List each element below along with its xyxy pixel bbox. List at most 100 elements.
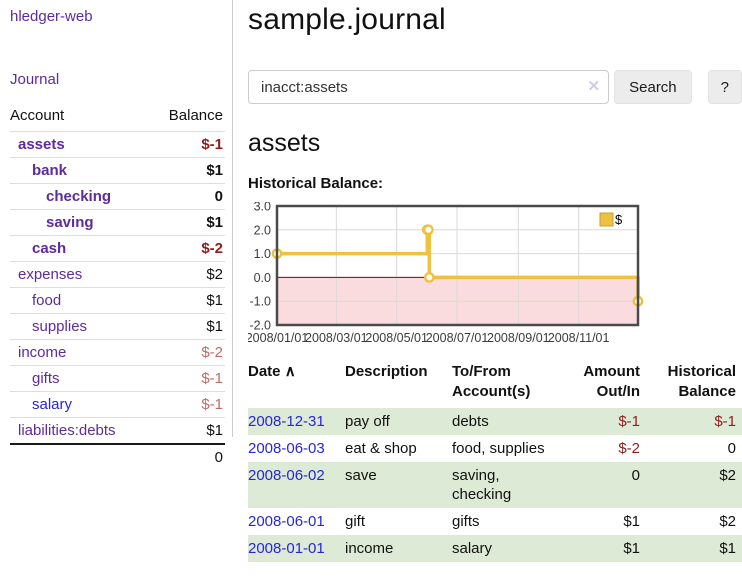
register-accounts-cell: gifts [452,513,480,530]
account-balance: $1 [151,157,225,184]
register-col-description: Description [345,363,428,380]
account-row: expenses $2 [10,261,225,288]
data-point-marker [422,224,434,236]
transaction-date-link[interactable]: 2008-06-03 [248,440,325,457]
transaction-date-link[interactable]: 2008-01-01 [248,540,325,557]
account-balance: $-1 [151,365,225,392]
accounts-header-row: Account Balance [10,104,225,132]
account-link-salary[interactable]: salary [32,396,73,413]
account-name-cell: salary [10,391,152,418]
account-link-income[interactable]: income [18,344,67,361]
transaction-date-link[interactable]: 2008-12-31 [248,413,325,430]
register-col-accounts-line1: To/From [452,363,511,380]
x-tick-label: 2008/03/01 [305,331,368,345]
account-link-bank[interactable]: bank [32,162,68,179]
register-description-cell: income [345,540,394,557]
account-heading: assets [248,129,321,157]
main-content: sample.journal ✕ Search ? assets Histori… [246,0,742,562]
account-row: liabilities:debts $1 [10,417,225,444]
register-accounts-cell: saving, checking [452,467,512,503]
account-name-cell: checking [10,183,152,210]
y-tick-label: 0.0 [254,271,271,285]
register-amount-cell: $-1 [618,413,640,430]
account-link-gifts[interactable]: gifts [32,370,60,387]
account-link-assets[interactable]: assets [18,136,65,153]
account-link-checking[interactable]: checking [46,188,112,205]
clear-search-icon[interactable]: ✕ [587,78,601,95]
register-date-cell: 2008-06-02 [248,462,345,508]
register-balance-cell: $2 [719,513,736,530]
account-row: assets $-1 [10,131,225,158]
app-brand-link[interactable]: hledger-web [10,8,93,25]
register-col-date[interactable]: Date ∧ [248,360,345,408]
account-link-saving[interactable]: saving [46,214,94,231]
account-balance: $-1 [151,131,225,158]
account-name-cell: cash [10,235,152,262]
register-date-cell: 2008-06-03 [248,435,345,462]
sort-ascending-icon: ∧ [284,363,296,380]
account-balance: $1 [151,417,225,444]
accounts-total-row: 0 [10,443,225,470]
accounts-col-balance: Balance [168,107,223,124]
register-accounts-cell: debts [452,413,489,430]
register-balance-cell: $2 [719,467,736,484]
search-input[interactable] [248,70,610,104]
register-description-cell: pay off [345,413,390,430]
register-date-cell: 2008-06-01 [248,508,345,535]
account-balance: $1 [151,209,225,236]
legend-swatch [599,212,614,227]
register-row: 2008-01-01 income salary $1 $1 [248,535,742,562]
search-bar: ✕ Search ? [248,70,742,104]
y-tick-label: 1.0 [254,247,271,261]
register-date-cell: 2008-01-01 [248,535,345,562]
transaction-date-link[interactable]: 2008-06-02 [248,467,325,484]
account-name-cell: bank [10,157,152,184]
account-row: supplies $1 [10,313,225,340]
account-name-cell: saving [10,209,152,236]
register-col-amount: Amount Out/In [564,360,642,408]
register-row: 2008-06-02 save saving, checking 0 $2 [248,462,742,508]
account-balance: $-1 [151,391,225,418]
historical-balance-chart: $3.0 2.0 1.0 0.0 -1.0 -2.0 2008/01/01 2008/03/0… [246,200,742,352]
register-description-cell: eat & shop [345,440,417,457]
chart-svg: $3.0 2.0 1.0 0.0 -1.0 -2.02008/01/012008/03/0… [246,200,644,345]
register-amount-cell: $1 [623,540,640,557]
register-balance-cell: $-1 [714,413,736,430]
account-balance: $-2 [151,339,225,366]
help-button[interactable]: ? [707,70,742,104]
account-link-supplies[interactable]: supplies [32,318,88,335]
sidebar-item-journal[interactable]: Journal [10,71,60,88]
account-row: checking 0 [10,183,225,210]
register-amount-cell: $-2 [618,440,640,457]
register-col-balance: Historical Balance [642,360,742,408]
account-balance: $1 [151,287,225,314]
register-row: 2008-06-01 gift gifts $1 $2 [248,508,742,535]
x-tick-label: 2008/07/01 [426,331,489,345]
transaction-date-link[interactable]: 2008-06-01 [248,513,325,530]
register-balance-cell: 0 [727,440,736,457]
account-link-cash[interactable]: cash [32,240,67,257]
data-point-marker [423,272,435,283]
account-balance: $-2 [151,235,225,262]
account-name-cell: gifts [10,365,152,392]
legend-label: $ [615,212,623,227]
register-date-cell: 2008-12-31 [248,408,345,435]
account-row: income $-2 [10,339,225,366]
x-tick-label: 2008/05/01 [365,331,428,345]
page-title: sample.journal [248,3,446,36]
accounts-total-spacer [10,443,152,470]
account-link-food[interactable]: food [32,292,62,309]
accounts-col-account: Account [10,107,65,124]
account-name-cell: food [10,287,152,314]
search-button[interactable]: Search [614,70,692,104]
account-row: cash $-2 [10,235,225,262]
account-name-cell: liabilities:debts [10,417,152,444]
y-tick-label: 3.0 [254,202,271,214]
register-row: 2008-06-03 eat & shop food, supplies $-2 0 [248,435,742,462]
x-tick-label: 2008/01/01 [248,331,308,345]
account-name-cell: income [10,339,152,366]
register-col-balance-line2: Balance [678,383,736,400]
account-row: gifts $-1 [10,365,225,392]
account-link-expenses[interactable]: expenses [18,266,83,283]
account-link-liabilities-debts[interactable]: liabilities:debts [18,422,116,439]
